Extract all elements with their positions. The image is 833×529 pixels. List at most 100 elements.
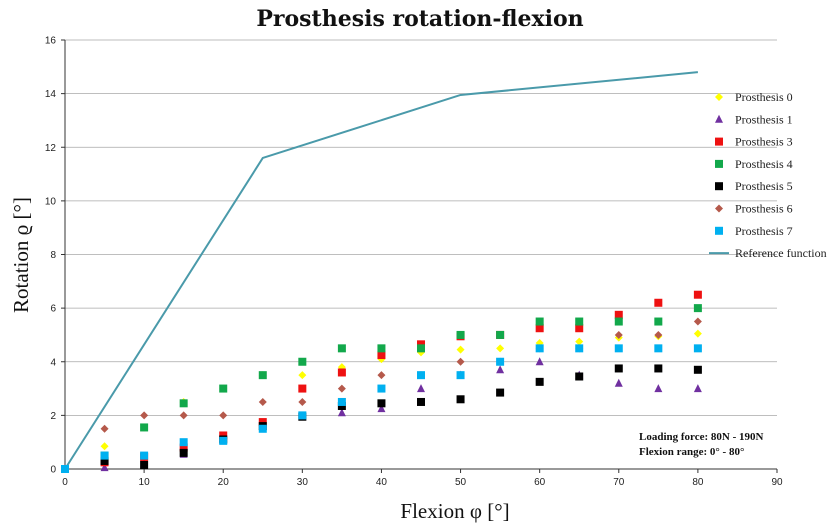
y-tick-label: 10 bbox=[45, 196, 57, 207]
data-point bbox=[219, 431, 228, 440]
series-prosthesis-4 bbox=[61, 304, 702, 473]
data-point bbox=[614, 310, 623, 319]
grid-lines bbox=[65, 39, 777, 416]
data-point bbox=[575, 344, 584, 353]
x-tick-label: 40 bbox=[376, 477, 388, 488]
chart-title: Prosthesis rotation-flexion bbox=[256, 6, 583, 32]
data-point bbox=[535, 357, 544, 366]
data-point bbox=[417, 371, 425, 380]
y-axis-title: Rotation ϱ [°] bbox=[9, 197, 33, 313]
data-point bbox=[456, 345, 465, 354]
data-point bbox=[417, 344, 425, 353]
x-axis-title: Flexion φ [°] bbox=[400, 499, 509, 523]
legend-label: Reference function bbox=[735, 246, 827, 260]
axes: 0 2 4 6 8 10 12 14 16 0 10 20 30 40 50 60 70 80 90 bbox=[45, 36, 783, 489]
data-point bbox=[496, 357, 505, 366]
legend-swatch bbox=[715, 93, 723, 101]
data-point bbox=[337, 368, 346, 377]
data-point bbox=[377, 384, 386, 393]
annotation-flexion-range: Flexion range: 0° - 80° bbox=[639, 446, 744, 458]
data-point bbox=[258, 397, 267, 406]
data-point bbox=[693, 384, 702, 393]
data-point bbox=[614, 364, 623, 373]
data-point bbox=[298, 411, 307, 420]
data-point bbox=[258, 424, 267, 433]
x-tick-label: 90 bbox=[771, 477, 783, 488]
legend-item-prosthesis-6: Prosthesis 6 bbox=[715, 202, 793, 216]
series-prosthesis-6 bbox=[61, 317, 702, 473]
data-point bbox=[337, 401, 346, 410]
data-point bbox=[535, 324, 544, 333]
data-point bbox=[575, 372, 584, 381]
data-point bbox=[100, 442, 109, 451]
series-line-reference-function bbox=[64, 71, 698, 470]
data-point bbox=[456, 395, 465, 404]
series-prosthesis-3 bbox=[61, 290, 702, 473]
data-point bbox=[219, 436, 228, 445]
data-point bbox=[337, 397, 346, 406]
legend-swatch bbox=[715, 182, 723, 191]
data-point bbox=[140, 411, 149, 420]
legend-item-prosthesis-7: Prosthesis 7 bbox=[715, 224, 793, 238]
data-point bbox=[298, 357, 307, 366]
data-point bbox=[140, 460, 149, 469]
data-point bbox=[575, 337, 584, 346]
data-point bbox=[693, 329, 702, 338]
data-point bbox=[417, 340, 425, 349]
x-tick-label: 70 bbox=[613, 477, 625, 488]
data-point bbox=[417, 384, 425, 393]
data-point bbox=[417, 397, 425, 406]
data-point bbox=[377, 371, 386, 380]
legend: Prosthesis 0 Prosthesis 1 Prosthesis 3 Pros… bbox=[709, 90, 827, 260]
data-point bbox=[140, 423, 149, 432]
data-point bbox=[614, 330, 623, 339]
data-point bbox=[496, 365, 505, 374]
data-point bbox=[100, 463, 109, 472]
y-tick-label: 2 bbox=[50, 411, 56, 422]
data-point bbox=[377, 351, 386, 360]
data-point bbox=[693, 290, 702, 299]
x-tick-label: 30 bbox=[297, 477, 309, 488]
data-point bbox=[614, 344, 623, 353]
data-point bbox=[456, 330, 465, 339]
y-tick-label: 12 bbox=[45, 143, 57, 154]
x-tick-label: 50 bbox=[455, 477, 467, 488]
data-point bbox=[456, 357, 465, 366]
legend-label: Prosthesis 3 bbox=[735, 135, 793, 149]
annotation-loading-force: Loading force: 80N - 190N bbox=[639, 431, 764, 443]
data-point bbox=[219, 384, 228, 393]
legend-label: Prosthesis 6 bbox=[735, 202, 793, 216]
data-point bbox=[377, 404, 386, 413]
legend-item-reference-function: Reference function bbox=[709, 246, 827, 260]
data-point bbox=[337, 408, 346, 417]
data-point bbox=[298, 384, 307, 393]
data-point bbox=[575, 324, 584, 333]
data-point bbox=[179, 443, 188, 452]
legend-swatch bbox=[715, 137, 723, 146]
legend-swatch bbox=[715, 114, 723, 123]
legend-item-prosthesis-1: Prosthesis 1 bbox=[715, 112, 793, 126]
y-tick-label: 0 bbox=[50, 465, 56, 476]
legend-swatch bbox=[715, 159, 723, 168]
data-point bbox=[298, 371, 307, 380]
data-point bbox=[614, 378, 623, 387]
data-point bbox=[693, 317, 702, 326]
data-point bbox=[575, 317, 584, 326]
data-point bbox=[614, 317, 623, 326]
y-tick-label: 6 bbox=[50, 304, 56, 315]
y-tick-label: 14 bbox=[45, 89, 57, 100]
y-tick-label: 8 bbox=[50, 250, 56, 261]
legend-label: Prosthesis 7 bbox=[735, 224, 793, 238]
series-prosthesis-7 bbox=[61, 344, 702, 473]
data-point bbox=[337, 384, 346, 393]
data-point bbox=[693, 304, 702, 313]
data-point bbox=[179, 399, 188, 408]
data-point bbox=[535, 317, 544, 326]
data-point bbox=[496, 344, 505, 353]
legend-swatch bbox=[715, 204, 723, 213]
legend-item-prosthesis-5: Prosthesis 5 bbox=[715, 179, 793, 193]
data-point bbox=[377, 399, 386, 408]
data-point bbox=[140, 451, 149, 460]
legend-label: Prosthesis 1 bbox=[735, 112, 793, 126]
